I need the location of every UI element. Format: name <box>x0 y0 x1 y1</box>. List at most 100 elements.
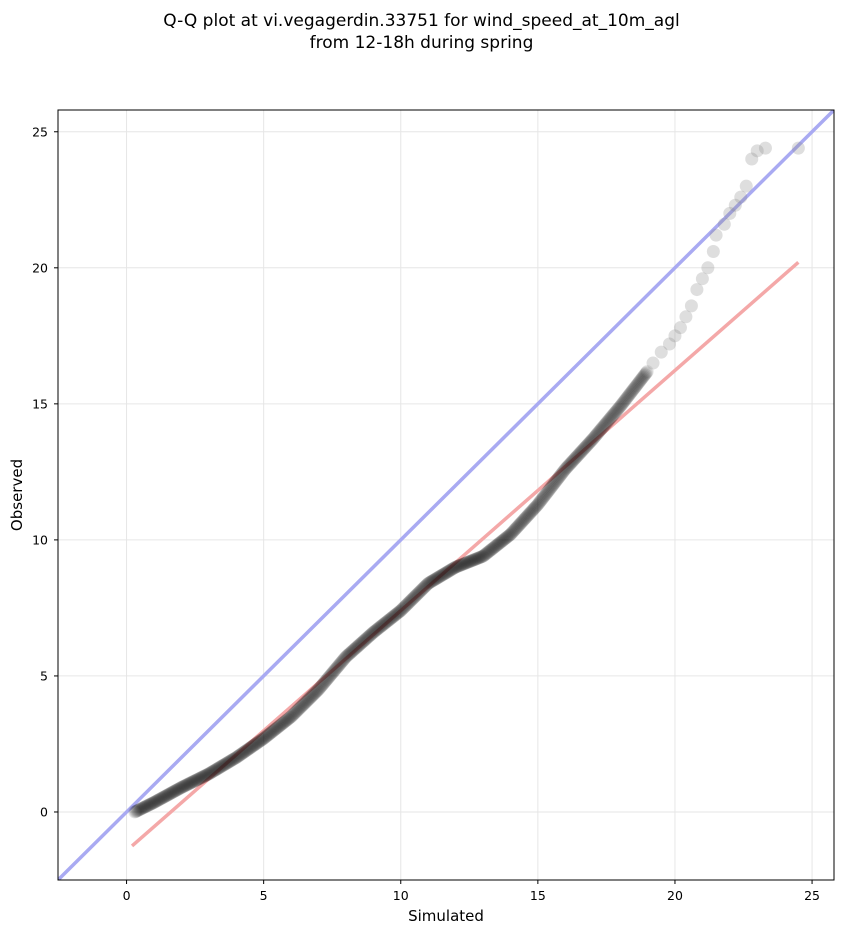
data-point <box>637 369 651 383</box>
data-point <box>135 801 149 815</box>
data-point <box>593 424 607 438</box>
data-point <box>341 648 355 662</box>
data-point <box>162 787 176 801</box>
data-point <box>583 436 597 450</box>
data-point <box>176 780 190 794</box>
data-point <box>599 416 613 430</box>
data-point <box>142 798 156 812</box>
data-point <box>323 669 337 683</box>
data-point <box>597 418 611 432</box>
data-point <box>145 796 159 810</box>
data-point <box>516 514 530 528</box>
fit-line <box>130 261 800 848</box>
data-point <box>199 769 213 783</box>
data-point <box>288 706 302 720</box>
data-point <box>426 573 440 587</box>
data-point <box>369 623 383 637</box>
data-point <box>132 803 146 817</box>
data-point <box>434 569 448 583</box>
data-point <box>219 757 233 771</box>
data-point <box>474 550 488 564</box>
data-point <box>594 422 608 436</box>
data-point <box>445 562 459 576</box>
data-point <box>540 486 554 500</box>
y-tick-label: 25 <box>32 124 48 139</box>
data-point <box>412 585 426 599</box>
data-point <box>613 400 627 414</box>
data-point <box>510 520 524 534</box>
data-point <box>366 625 380 639</box>
data-point <box>342 647 356 661</box>
data-point <box>302 692 316 706</box>
data-point <box>415 583 429 597</box>
data-point <box>514 515 528 529</box>
data-point <box>274 718 288 732</box>
data-point <box>486 542 500 556</box>
data-point <box>444 563 458 577</box>
x-tick-label: 25 <box>804 888 820 903</box>
data-point <box>536 491 550 505</box>
data-point <box>440 565 454 579</box>
data-point <box>194 771 208 785</box>
data-point <box>475 550 489 564</box>
data-point <box>304 690 318 704</box>
chart-title: Q-Q plot at vi.vegagerdin.33751 for wind… <box>0 10 843 54</box>
data-point <box>130 804 144 818</box>
data-point <box>358 633 372 647</box>
data-point <box>222 755 236 769</box>
data-point <box>515 515 529 529</box>
data-point <box>470 552 484 566</box>
data-point <box>548 475 562 489</box>
data-point <box>404 593 418 607</box>
data-point <box>296 698 310 712</box>
data-point <box>348 642 362 656</box>
data-point <box>497 532 511 546</box>
data-point <box>417 581 431 595</box>
data-point <box>376 618 390 632</box>
data-point <box>335 654 349 668</box>
data-point <box>505 525 519 539</box>
data-point <box>344 645 358 659</box>
data-point <box>201 767 215 781</box>
data-point <box>334 655 348 669</box>
data-point <box>360 631 374 645</box>
data-point <box>362 629 376 643</box>
data-point <box>567 453 581 467</box>
data-point <box>299 695 313 709</box>
data-point <box>734 190 748 204</box>
data-point <box>582 436 596 450</box>
data-point <box>311 683 325 697</box>
reference-lines <box>58 110 834 880</box>
data-point <box>448 561 462 575</box>
data-point <box>542 484 556 498</box>
data-point <box>611 402 625 416</box>
data-point <box>616 395 630 409</box>
data-point <box>363 628 377 642</box>
data-point <box>232 748 246 762</box>
data-point <box>350 640 364 654</box>
data-point <box>543 482 557 496</box>
chart-title-line-1: Q-Q plot at vi.vegagerdin.33751 for wind… <box>163 11 680 31</box>
data-point <box>412 586 426 600</box>
data-point <box>191 772 205 786</box>
data-point <box>285 709 299 723</box>
data-point <box>416 582 430 596</box>
data-point <box>546 477 560 491</box>
data-point <box>347 643 361 657</box>
data-point <box>690 283 704 297</box>
data-point <box>216 759 230 773</box>
data-point <box>303 691 317 705</box>
data-point <box>357 633 371 647</box>
data-point <box>173 781 187 795</box>
data-point <box>327 664 341 678</box>
data-point <box>305 689 319 703</box>
data-point <box>462 555 476 569</box>
data-point <box>129 804 143 818</box>
data-point <box>308 686 322 700</box>
data-point <box>199 768 213 782</box>
data-point <box>174 781 188 795</box>
data-point <box>204 765 218 779</box>
data-point <box>291 702 305 716</box>
data-point <box>141 798 155 812</box>
x-tick-label: 10 <box>393 888 409 903</box>
